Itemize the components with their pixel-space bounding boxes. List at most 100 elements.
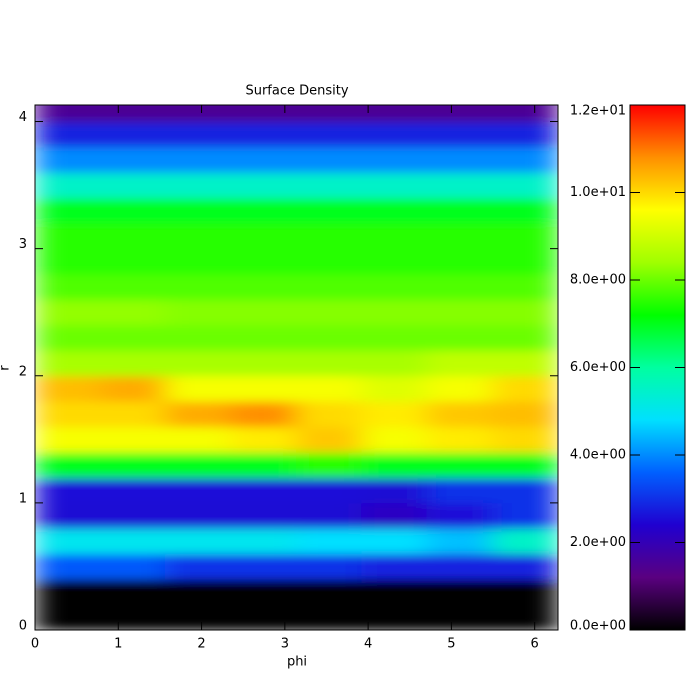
heatmap-cell — [165, 222, 232, 250]
heatmap-cell — [296, 146, 363, 173]
heatmap-cell — [165, 121, 232, 148]
heatmap-cell — [361, 248, 428, 275]
heatmap-cell — [99, 222, 167, 250]
x-tick-label: 1 — [114, 637, 122, 652]
heatmap-cell — [165, 400, 232, 428]
heatmap-cell — [361, 375, 428, 402]
heatmap-cell — [35, 349, 101, 377]
heatmap-cell — [492, 400, 558, 428]
heatmap-cell — [361, 298, 428, 326]
heatmap-cell — [296, 400, 363, 428]
heatmap-cell — [230, 105, 297, 123]
y-tick-label: 4 — [19, 110, 27, 125]
heatmap-cell — [426, 527, 494, 555]
heatmap-cell — [492, 349, 558, 377]
heatmap-cell — [35, 298, 101, 326]
heatmap-cell — [99, 171, 167, 199]
heatmap-cell — [361, 197, 428, 224]
heatmap-cell — [426, 146, 494, 173]
heatmap-cell — [426, 248, 494, 275]
heatmap-cell — [296, 578, 363, 606]
colorbar-tick-label: 0.0e+00 — [570, 619, 626, 634]
heatmap-cell — [492, 375, 558, 402]
heatmap-cell — [492, 451, 558, 478]
heatmap-cell — [35, 248, 101, 275]
plot-frame — [34, 104, 559, 631]
heatmap-cell — [426, 273, 494, 300]
heatmap-cell — [296, 375, 363, 402]
heatmap-cell — [35, 324, 101, 351]
y-tick-label: 2 — [19, 364, 27, 379]
heatmap-cell — [492, 502, 558, 529]
heatmap-cell — [296, 553, 363, 580]
chart-title: Surface Density — [245, 84, 348, 99]
heatmap-cell — [296, 324, 363, 351]
heatmap-cell — [361, 604, 428, 630]
heatmap-cell — [492, 578, 558, 606]
heatmap-cell — [230, 578, 297, 606]
heatmap-cell — [99, 349, 167, 377]
heatmap-cell — [426, 105, 494, 123]
heatmap-cell — [296, 298, 363, 326]
heatmap-cell — [165, 553, 232, 580]
x-tick-label: 4 — [364, 637, 372, 652]
heatmap-cell — [230, 426, 297, 453]
heatmap-cell — [230, 476, 297, 504]
x-tick-label: 0 — [31, 637, 39, 652]
heatmap-cell — [426, 222, 494, 250]
heatmap-cell — [230, 248, 297, 275]
heatmap-cell — [361, 349, 428, 377]
heatmap-cell — [230, 298, 297, 326]
heatmap-cell — [426, 400, 494, 428]
heatmap-cell — [361, 476, 428, 504]
y-tick-label: 1 — [19, 491, 27, 506]
colorbar-tick-label: 2.0e+00 — [570, 535, 626, 550]
heatmap-cell — [35, 375, 101, 402]
heatmap-cell — [492, 248, 558, 275]
colorbar-tick-label: 1.0e+01 — [570, 185, 626, 200]
heatmap-cell — [230, 451, 297, 478]
heatmap-cell — [165, 502, 232, 529]
heatmap-cell — [165, 578, 232, 606]
colorbar-tick-label: 6.0e+00 — [570, 360, 626, 375]
heatmap-cell — [426, 578, 494, 606]
heatmap-cell — [426, 375, 494, 402]
heatmap-cell — [492, 476, 558, 504]
x-tick-label: 5 — [447, 637, 455, 652]
heatmap-cell — [99, 146, 167, 173]
heatmap-cell — [35, 105, 101, 123]
heatmap-cell — [99, 604, 167, 630]
heatmap-cell — [361, 451, 428, 478]
heatmap-cell — [230, 527, 297, 555]
heatmap-cell — [35, 171, 101, 199]
heatmap-cell — [230, 400, 297, 428]
heatmap-cell — [35, 426, 101, 453]
heatmap-cell — [35, 578, 101, 606]
heatmap-cell — [35, 553, 101, 580]
x-tick-label: 3 — [281, 637, 289, 652]
heatmap-cell — [165, 248, 232, 275]
heatmap-cell — [35, 273, 101, 300]
heatmap-cell — [296, 171, 363, 199]
heatmap-cell — [99, 553, 167, 580]
heatmap-cell — [426, 502, 494, 529]
heatmap-cell — [230, 324, 297, 351]
heatmap-cell — [426, 604, 494, 630]
heatmap-cell — [99, 105, 167, 123]
heatmap-cell — [35, 400, 101, 428]
heatmap-cell — [361, 502, 428, 529]
heatmap-cell — [165, 375, 232, 402]
heatmap-cell — [296, 451, 363, 478]
heatmap-cell — [165, 146, 232, 173]
heatmap-cell — [426, 426, 494, 453]
heatmap-cell — [165, 604, 232, 630]
heatmap-cell — [426, 298, 494, 326]
heatmap-cell — [35, 222, 101, 250]
heatmap-cell — [230, 502, 297, 529]
colorbar-tick-label: 8.0e+00 — [570, 273, 626, 288]
x-tick-label: 2 — [197, 637, 205, 652]
heatmap-cell — [492, 527, 558, 555]
heatmap-cell — [99, 273, 167, 300]
heatmap-cell — [230, 197, 297, 224]
